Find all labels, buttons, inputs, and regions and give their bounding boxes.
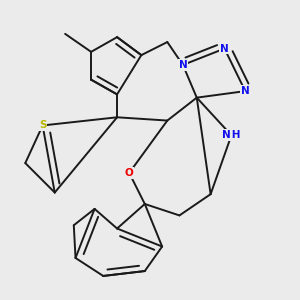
Text: N: N — [241, 86, 250, 96]
Text: O: O — [125, 168, 134, 178]
Text: S: S — [39, 121, 46, 130]
Text: N H: N H — [222, 130, 241, 140]
Text: N: N — [178, 60, 187, 70]
Text: N: N — [220, 44, 229, 54]
